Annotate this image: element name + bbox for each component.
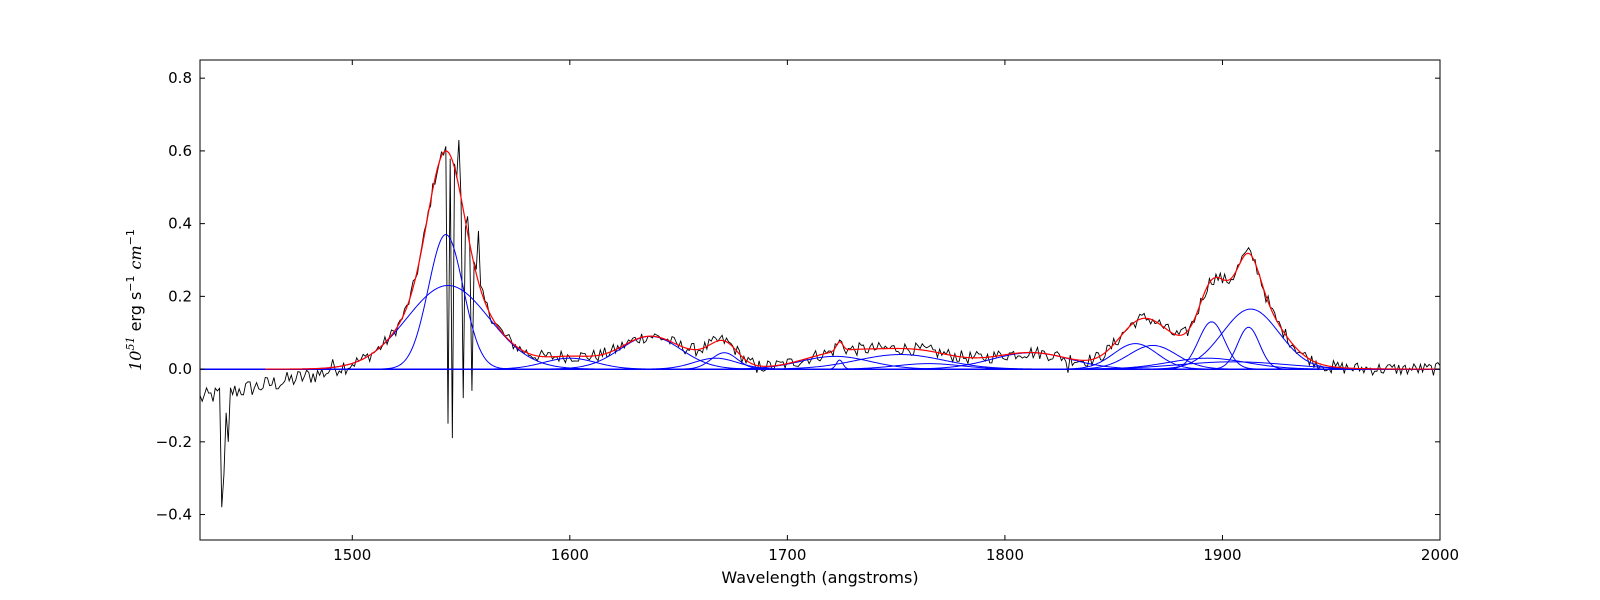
y-tick-label: 0.6	[168, 142, 192, 160]
y-tick-label: 0.0	[168, 360, 192, 378]
y-label-unit1-exponent: −1	[124, 275, 137, 291]
y-tick-label: −0.2	[156, 433, 192, 451]
y-label-unit2-exponent: −1	[124, 229, 137, 245]
x-tick-label: 1500	[333, 546, 371, 564]
observed-spectrum-line	[200, 139, 1440, 508]
y-tick-label: 0.8	[168, 69, 192, 87]
x-axis-label: Wavelength (angstroms)	[721, 568, 918, 587]
x-tick-label: 1900	[1203, 546, 1241, 564]
x-tick-label: 1700	[768, 546, 806, 564]
y-label-unit1: erg s	[126, 292, 145, 337]
y-tick-label: 0.4	[168, 215, 192, 233]
y-tick-label: 0.2	[168, 287, 192, 305]
gaussian-component-18	[200, 361, 1440, 370]
y-label-base: 10	[126, 351, 145, 371]
axis-ticks: 1500 1600 1700 1800 1900 2000 −0.4 −0.2 0.0 0.2 0.…	[156, 60, 1459, 564]
axes-frame	[199, 59, 1441, 541]
y-label-unit2: cm	[126, 245, 145, 269]
x-tick-label: 1800	[986, 546, 1024, 564]
y-axis-label: 1051 erg s−1cm−1	[124, 229, 145, 371]
total-fit-line	[265, 150, 1440, 370]
x-tick-label: 2000	[1421, 546, 1459, 564]
x-tick-label: 1600	[551, 546, 589, 564]
y-tick-label: −0.4	[156, 506, 192, 524]
y-label-base-exponent: 51	[124, 337, 137, 351]
plot-lines	[200, 139, 1440, 508]
